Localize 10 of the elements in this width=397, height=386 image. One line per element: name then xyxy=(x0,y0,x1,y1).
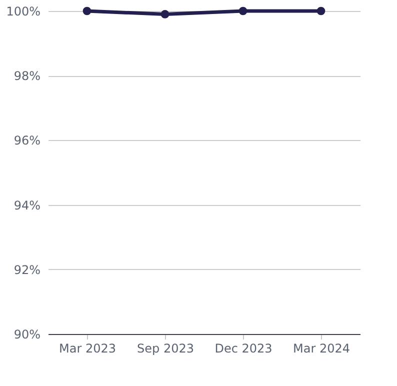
y-tick-label: 100% xyxy=(6,4,40,18)
y-tick-label: 92% xyxy=(14,262,40,277)
x-tick-label: Dec 2023 xyxy=(214,342,272,356)
y-tick-label: 90% xyxy=(14,328,40,342)
y-tick-label: 96% xyxy=(14,134,40,148)
y-tick-label: 98% xyxy=(14,69,40,84)
y-tick-label: 94% xyxy=(14,198,40,212)
x-tick-label: Sep 2023 xyxy=(137,342,194,356)
x-tick-label: Mar 2024 xyxy=(293,342,350,356)
x-tick-label: Mar 2023 xyxy=(59,342,116,356)
